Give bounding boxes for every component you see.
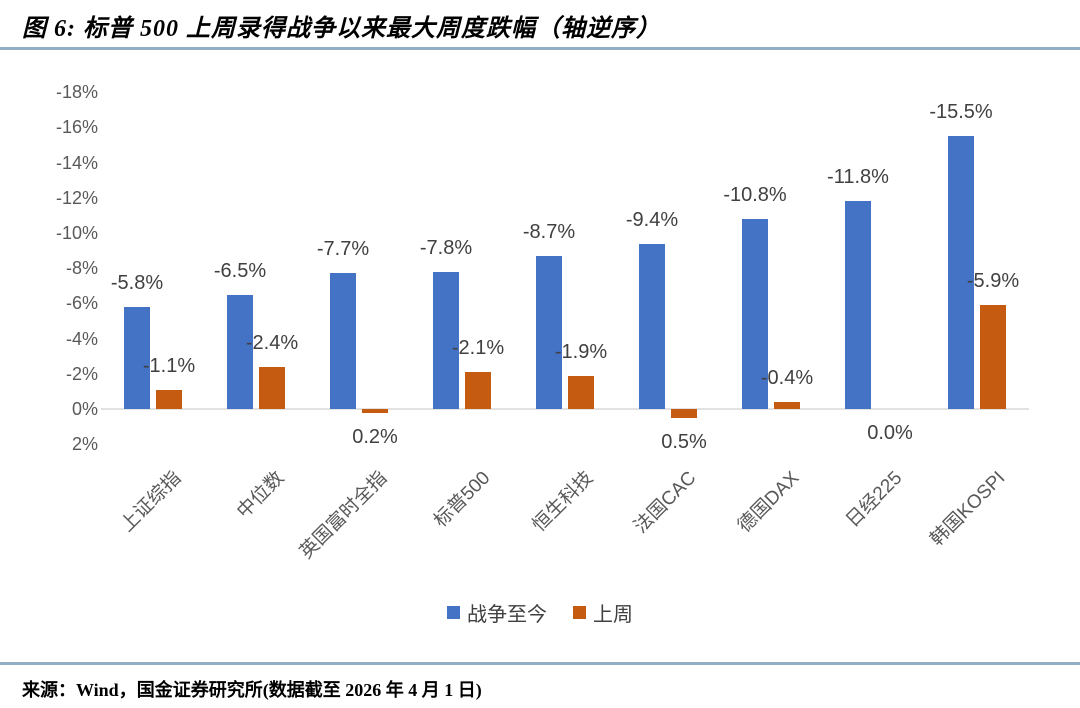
bar-war-to-date: [433, 271, 459, 409]
figure-title: 图 6: 标普 500 上周录得战争以来最大周度跌幅（轴逆序）: [22, 16, 661, 42]
data-label: -7.7%: [316, 238, 370, 261]
bar-last-week: [980, 305, 1006, 409]
y-tick-label: 0%: [71, 399, 98, 419]
data-label: 0.0%: [867, 422, 913, 444]
data-label: -2.1%: [451, 337, 505, 360]
data-label: -8.7%: [522, 220, 576, 243]
bar-last-week: [259, 366, 285, 409]
y-tick-label: -4%: [65, 328, 98, 349]
legend-item: 战争至今: [447, 598, 547, 627]
bar-war-to-date: [845, 201, 871, 409]
y-tick-label: -12%: [55, 187, 98, 208]
bar-last-week: [362, 409, 388, 413]
data-label: -7.8%: [419, 236, 473, 259]
bar-war-to-date: [124, 306, 150, 409]
y-tick-label: -6%: [65, 293, 98, 314]
footer-divider: [0, 662, 1080, 665]
data-label: -2.4%: [245, 331, 299, 354]
data-label: -6.5%: [213, 259, 267, 282]
data-label: -5.9%: [966, 270, 1020, 293]
data-label: -10.8%: [723, 183, 787, 206]
title-divider: [0, 47, 1080, 50]
bar-last-week: [156, 389, 182, 409]
bar-last-week: [568, 375, 594, 409]
x-axis-line: [101, 407, 1029, 410]
data-label: -0.4%: [760, 366, 814, 389]
legend-item: 上周: [573, 598, 633, 627]
y-tick-label: -16%: [55, 117, 98, 138]
data-label: -1.9%: [554, 340, 608, 363]
bar-last-week: [671, 409, 697, 418]
data-label: -9.4%: [625, 208, 679, 231]
data-label: 0.5%: [661, 430, 707, 453]
legend-swatch-last-week: [573, 606, 586, 619]
bar-war-to-date: [536, 255, 562, 409]
y-tick-label: -2%: [65, 363, 98, 384]
chart-legend: 战争至今 上周: [0, 598, 1080, 627]
bar-war-to-date: [330, 273, 356, 409]
y-tick-label: 2%: [71, 434, 98, 455]
source-note: 来源：Wind，国金证券研究所(数据截至 2026 年 4 月 1 日): [22, 680, 482, 700]
data-label: -5.8%: [110, 271, 164, 294]
legend-swatch-war-to-date: [447, 606, 460, 619]
bar-war-to-date: [742, 218, 768, 409]
y-tick-label: -8%: [65, 258, 98, 279]
y-tick-label: -10%: [55, 223, 98, 243]
legend-label: 战争至今: [467, 604, 547, 626]
bar-war-to-date: [227, 294, 253, 409]
bar-last-week: [465, 372, 491, 409]
y-tick-label: -14%: [55, 152, 98, 173]
data-label: -11.8%: [827, 166, 889, 189]
data-label: -1.1%: [142, 354, 196, 377]
y-tick-label: -18%: [55, 82, 98, 103]
legend-label: 上周: [593, 604, 633, 626]
bar-last-week: [774, 401, 800, 409]
data-label: 0.2%: [352, 425, 398, 448]
bar-war-to-date: [948, 136, 974, 409]
bar-war-to-date: [639, 243, 665, 409]
data-label: -15.5%: [929, 101, 993, 124]
